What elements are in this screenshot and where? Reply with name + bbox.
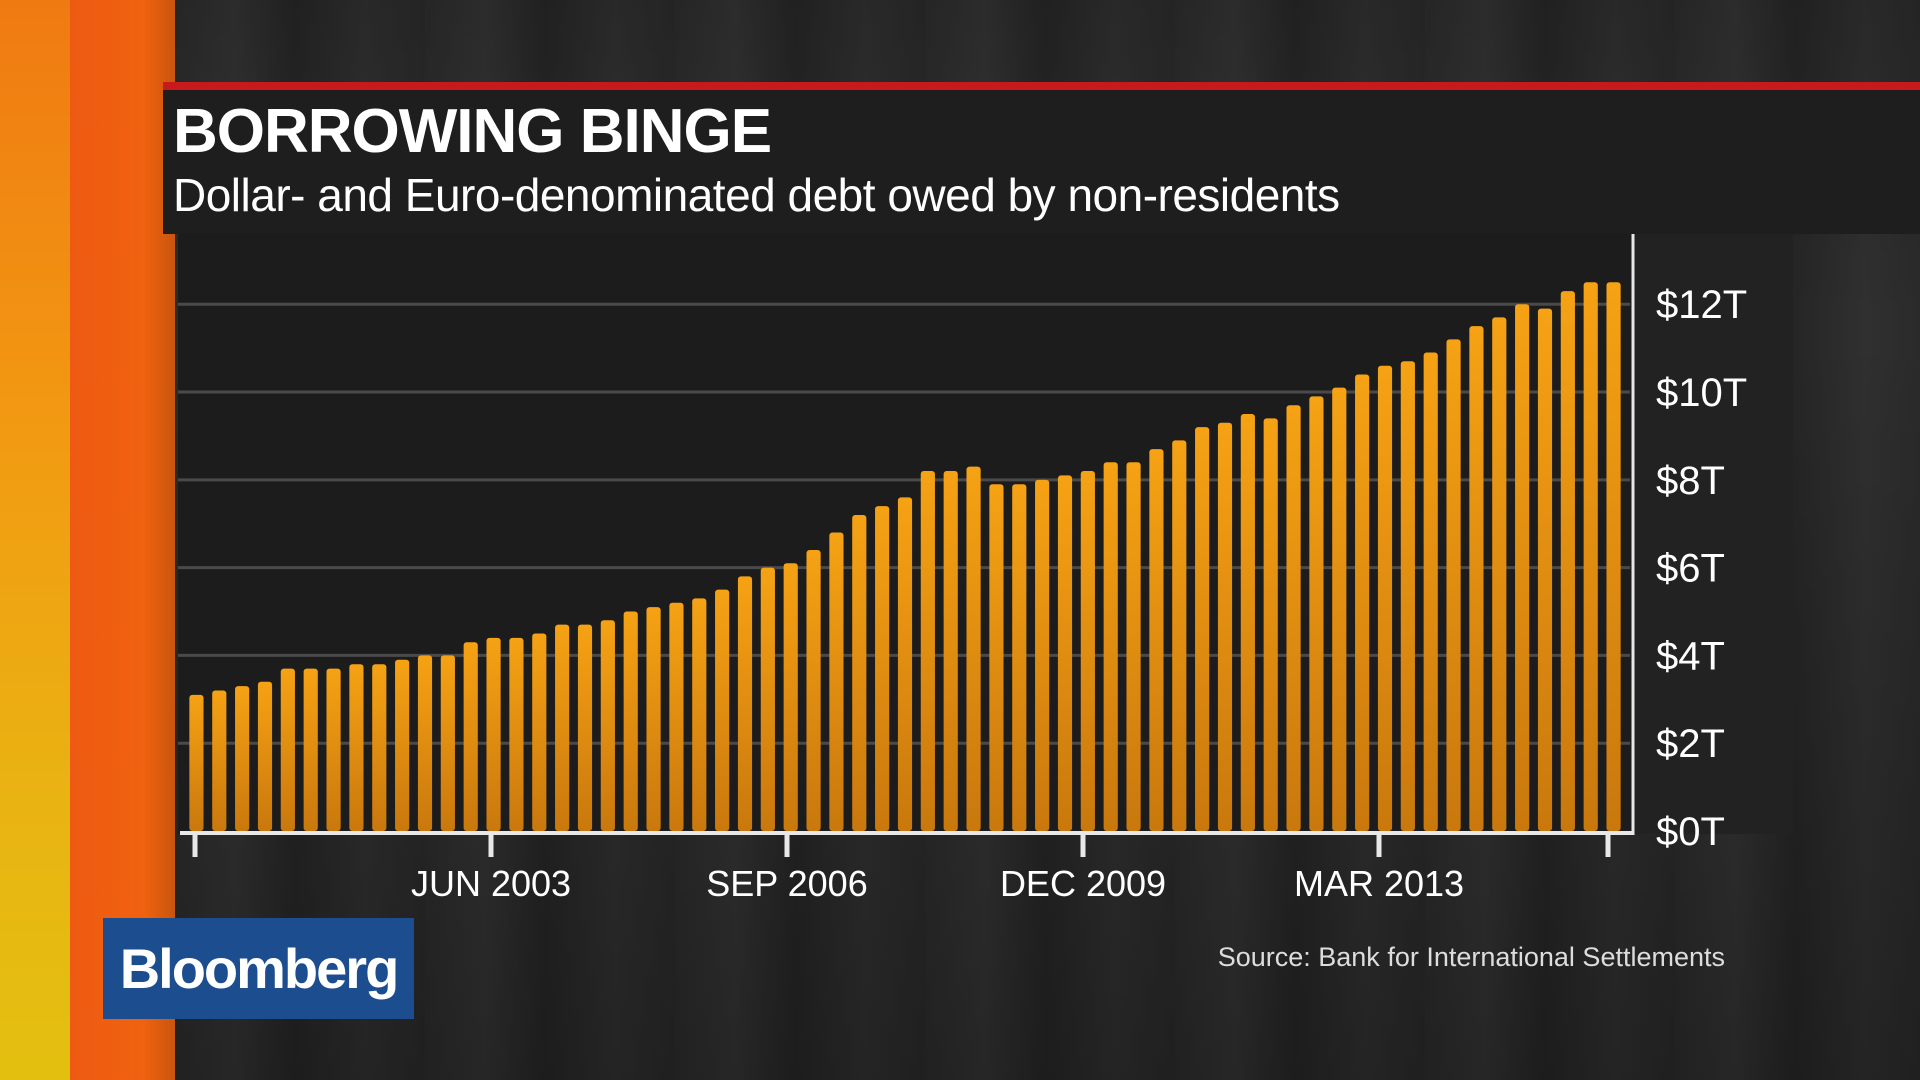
bar bbox=[1332, 387, 1347, 831]
bar bbox=[943, 471, 958, 831]
bar bbox=[875, 506, 890, 831]
bar bbox=[966, 466, 981, 831]
bar bbox=[829, 532, 844, 831]
bar bbox=[1012, 484, 1027, 831]
y-tick-label: $4T bbox=[1656, 634, 1725, 678]
bar bbox=[1606, 282, 1621, 832]
bar bbox=[920, 471, 935, 831]
bar bbox=[1286, 405, 1301, 831]
y-axis-panel bbox=[1633, 234, 1793, 834]
bar bbox=[1400, 361, 1415, 831]
y-tick-label: $2T bbox=[1656, 722, 1725, 766]
bar bbox=[1149, 449, 1164, 831]
bar bbox=[600, 620, 615, 831]
x-tick-label: SEP 2006 bbox=[706, 863, 867, 904]
x-tick-labels: JUN 2003 SEP 2006 DEC 2009 MAR 2013 bbox=[411, 863, 1464, 904]
bar bbox=[395, 659, 410, 831]
left-yellow-bar bbox=[0, 0, 70, 1080]
bar bbox=[1469, 326, 1484, 831]
bar bbox=[417, 655, 433, 831]
bar bbox=[555, 624, 570, 831]
bar bbox=[303, 668, 318, 831]
y-tick-label: $6T bbox=[1656, 547, 1725, 591]
y-tick-labels: $0T $2T $4T $6T $8T $10T $12T bbox=[1656, 283, 1747, 854]
bar bbox=[737, 576, 753, 831]
title-panel bbox=[163, 82, 1920, 234]
bar bbox=[1560, 291, 1575, 831]
brand-name: Bloomberg bbox=[119, 937, 400, 1000]
bar bbox=[646, 607, 661, 831]
bar bbox=[1240, 413, 1255, 831]
chart-subtitle: Dollar- and Euro-denominated debt owed b… bbox=[173, 169, 1340, 221]
left-orange-bar bbox=[70, 0, 175, 1080]
bar bbox=[1492, 317, 1507, 831]
bar bbox=[189, 694, 204, 831]
bars bbox=[189, 282, 1621, 832]
bar bbox=[212, 690, 227, 831]
x-tick-label: JUN 2003 bbox=[411, 863, 571, 904]
bar bbox=[1355, 374, 1370, 831]
bar bbox=[577, 624, 593, 831]
y-tick-label: $0T bbox=[1656, 810, 1725, 854]
bar bbox=[1423, 352, 1438, 831]
bar bbox=[509, 637, 524, 831]
bar bbox=[532, 633, 547, 831]
bar bbox=[326, 668, 341, 831]
bar bbox=[715, 589, 730, 831]
bar bbox=[486, 637, 501, 831]
bar bbox=[1263, 418, 1278, 831]
bar bbox=[1126, 462, 1141, 831]
bar bbox=[989, 484, 1004, 831]
bloomberg-logo: Bloomberg bbox=[103, 918, 414, 1019]
bar bbox=[1537, 308, 1553, 831]
bar bbox=[897, 497, 913, 831]
y-tick-label: $10T bbox=[1656, 371, 1747, 415]
bar bbox=[692, 598, 707, 831]
bar bbox=[1309, 396, 1324, 831]
bar bbox=[280, 668, 295, 831]
bar bbox=[1080, 471, 1095, 831]
bar bbox=[463, 642, 478, 831]
bar bbox=[623, 611, 638, 831]
bar bbox=[257, 681, 273, 831]
bar bbox=[806, 550, 821, 831]
bar bbox=[852, 514, 867, 831]
bar bbox=[1195, 427, 1210, 831]
bar bbox=[235, 686, 250, 831]
bar bbox=[1035, 479, 1050, 831]
bar bbox=[1446, 339, 1461, 831]
y-tick-label: $8T bbox=[1656, 459, 1725, 503]
bar bbox=[1103, 462, 1118, 831]
bar bbox=[440, 655, 455, 831]
bar bbox=[1057, 475, 1073, 831]
bar bbox=[1515, 304, 1530, 831]
bar bbox=[783, 563, 798, 831]
bar bbox=[1583, 282, 1598, 832]
bar bbox=[1172, 440, 1187, 831]
axes bbox=[180, 234, 1635, 857]
bar bbox=[669, 602, 684, 831]
x-tick-label: MAR 2013 bbox=[1294, 863, 1464, 904]
source-note: Source: Bank for International Settlemen… bbox=[1217, 942, 1725, 972]
chart-title: BORROWING BINGE bbox=[173, 97, 772, 166]
bar bbox=[1217, 422, 1233, 831]
x-tick-label: DEC 2009 bbox=[1000, 863, 1166, 904]
y-tick-label: $12T bbox=[1656, 283, 1747, 327]
bar bbox=[349, 664, 364, 831]
bar bbox=[760, 567, 775, 831]
bar bbox=[372, 664, 387, 831]
bar bbox=[1377, 365, 1393, 831]
title-accent-line bbox=[163, 82, 1920, 90]
